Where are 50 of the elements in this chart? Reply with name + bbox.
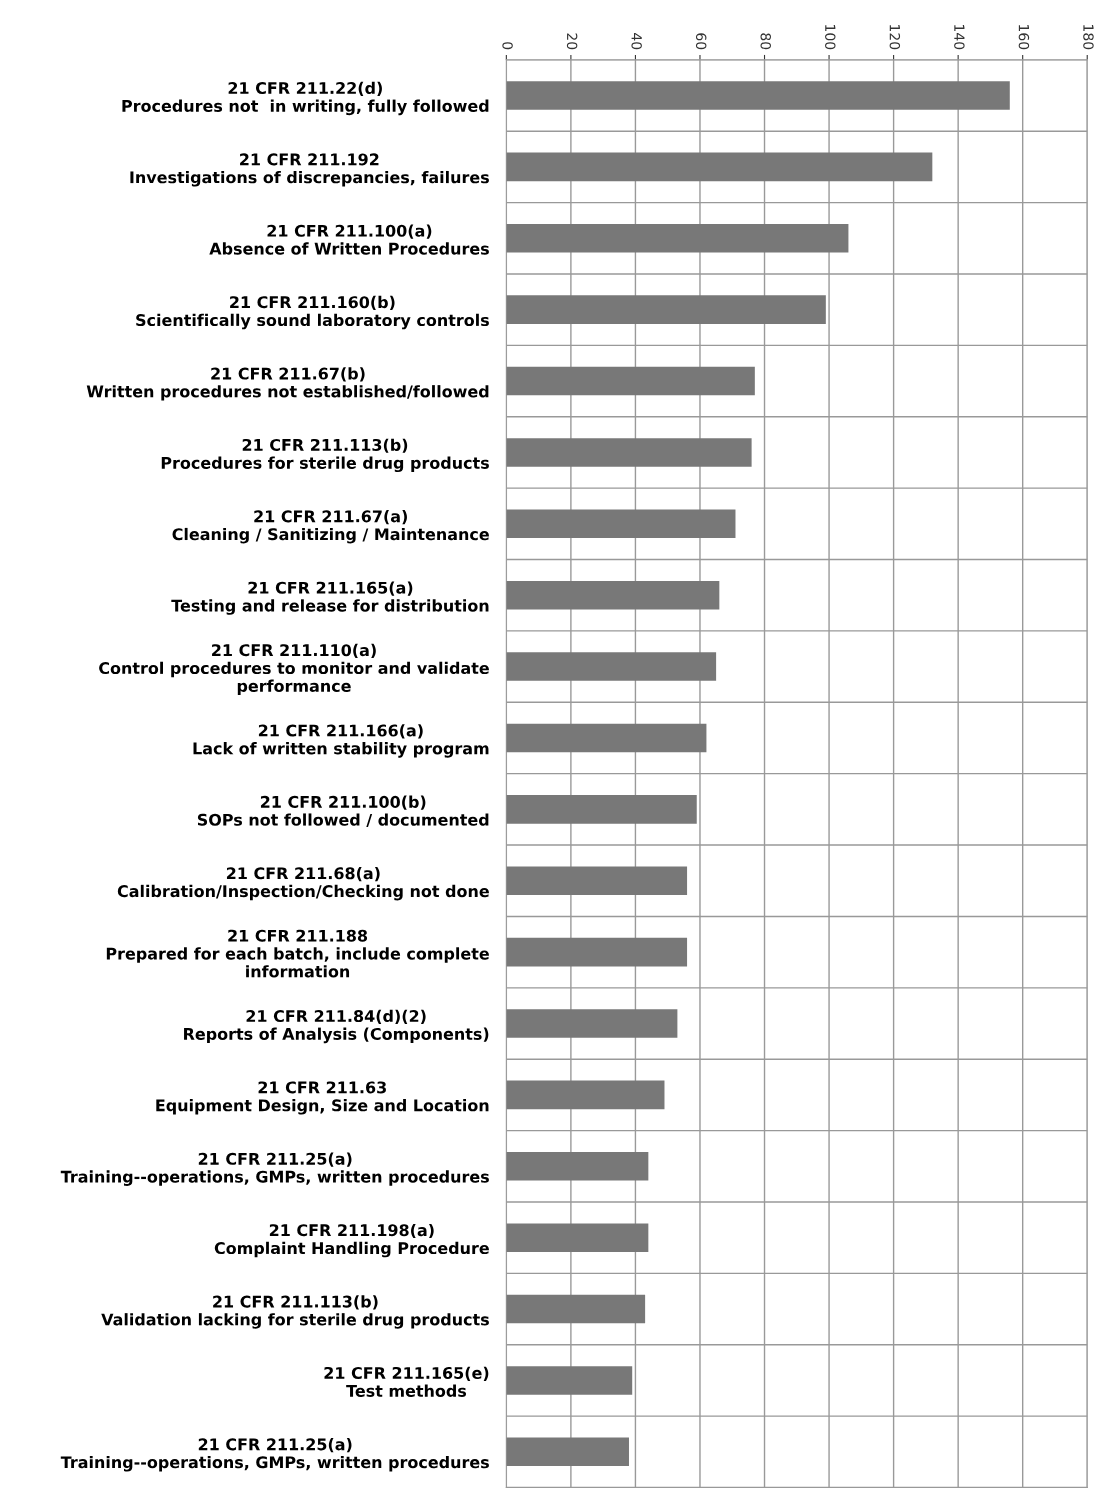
- y-tick-label: 21 CFR 211.22(d) Procedures not in writing, fully followed: [122, 81, 489, 116]
- x-tick-label: 20: [566, 33, 578, 50]
- y-tick-label: 21 CFR 211.113(b) Validation lacking for sterile drug products: [101, 1295, 489, 1329]
- y-tick-label: 21 CFR 211.160(b) Scientifically sound laboratory controls: [136, 295, 489, 330]
- y-tick-label: 21 CFR 211.25(a) Training--operations, GMPs, written procedures: [60, 1152, 489, 1186]
- y-tick-label: 21 CFR 211.84(d)(2) Reports of Analysis (Components): [184, 1009, 489, 1044]
- bar: [506, 937, 688, 967]
- x-tick-label: 140: [954, 25, 965, 50]
- y-tick-label: 21 CFR 211.192 Investigations of discrepancies, failures: [130, 153, 489, 187]
- y-tick-label: 21 CFR 211.67(b) Written procedures not established/followed: [86, 367, 489, 401]
- bar: [506, 1152, 649, 1181]
- x-tick-label: 100: [825, 25, 836, 50]
- y-tick-label: 21 CFR 211.68(a) Calibration/Inspection/Checking not done: [117, 866, 489, 901]
- y-tick-label: 21 CFR 211.25(a) Training--operations, GMPs, written procedures: [60, 1438, 489, 1472]
- x-tick-label: 0: [502, 42, 513, 50]
- bar: [506, 866, 688, 896]
- y-tick-label: 21 CFR 211.113(b) Procedures for sterile drug products: [161, 438, 489, 473]
- bar: [506, 1080, 665, 1110]
- x-tick-label: 60: [695, 33, 707, 50]
- y-tick-label: 21 CFR 211.63 Equipment Design, Size and Location: [156, 1081, 489, 1115]
- bar: [506, 723, 707, 753]
- bar: [506, 1009, 678, 1038]
- y-tick-label: 21 CFR 211.188 Prepared for each batch, include complete information: [106, 929, 489, 978]
- y-tick-label: 21 CFR 211.198(a) Complaint Handling Procedure: [214, 1223, 489, 1258]
- y-tick-label: 21 CFR 211.100(a) Absence of Written Procedures: [209, 224, 489, 255]
- bar: [506, 1294, 646, 1324]
- bar: [506, 1223, 649, 1252]
- bar: [506, 223, 849, 253]
- bar: [506, 295, 826, 324]
- bar: [506, 152, 933, 182]
- y-tick-label: 21 CFR 211.165(e) Test methods: [324, 1366, 489, 1397]
- bar: [506, 438, 752, 467]
- bar: [506, 366, 755, 396]
- y-tick-label: 21 CFR 211.166(a) Lack of written stability program: [193, 724, 489, 758]
- x-tick-label: 180: [1083, 25, 1094, 50]
- x-tick-label: 160: [1018, 25, 1030, 50]
- bar: [506, 580, 720, 610]
- bar: [506, 795, 697, 824]
- bar: [506, 1366, 633, 1395]
- x-tick-label: 40: [631, 33, 642, 50]
- bar: [506, 652, 717, 681]
- x-tick-label: 120: [889, 25, 901, 50]
- y-tick-label: 21 CFR 211.110(a) Control procedures to monitor and validate performance: [99, 643, 489, 696]
- bar: [506, 509, 736, 539]
- x-tick-label: 80: [760, 33, 771, 50]
- bar: [506, 1437, 629, 1467]
- y-tick-label: 21 CFR 211.165(a) Testing and release for distribution: [171, 581, 489, 615]
- bar: [506, 81, 1010, 110]
- y-tick-label: 21 CFR 211.100(b) SOPs not followed / documented: [197, 795, 489, 828]
- y-tick-label: 21 CFR 211.67(a) Cleaning / Sanitizing / Maintenance: [172, 510, 489, 544]
